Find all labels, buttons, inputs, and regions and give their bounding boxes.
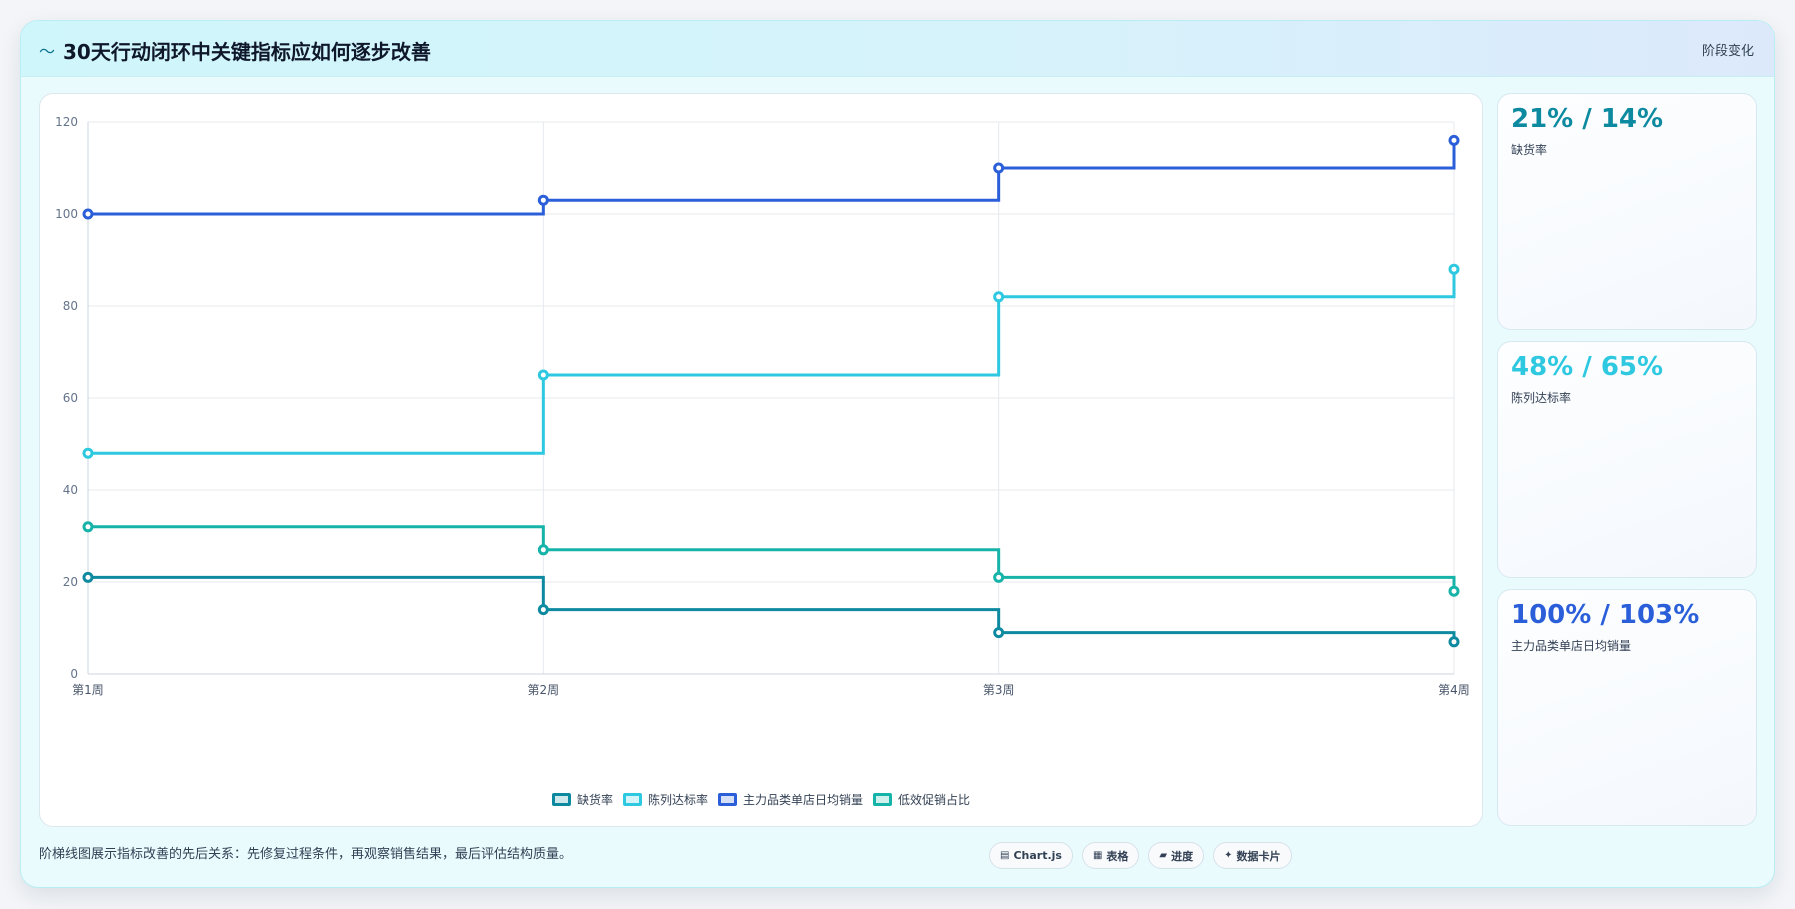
chart-legend: 缺货率 陈列达标率 主力品类单店日均销量 低效促销占比: [40, 791, 1482, 809]
data-point: [82, 208, 94, 220]
data-point: [1448, 263, 1460, 275]
dashboard-card: 〜 30天行动闭环中关键指标应如何逐步改善 阶段变化 0 20 40 60 80 100 1…: [20, 20, 1775, 888]
stat-label: 陈列达标率: [1511, 391, 1572, 405]
data-point: [537, 369, 549, 381]
x-tick-label: 第4周: [1438, 683, 1470, 697]
chip-progress[interactable]: ▰ 进度: [1148, 842, 1205, 869]
x-tick-label: 第3周: [983, 683, 1015, 697]
data-point: [82, 521, 94, 533]
table-icon: ▦: [1092, 850, 1103, 861]
stage-label: 阶段变化: [1701, 44, 1754, 59]
data-point: [993, 291, 1005, 303]
stat-card-daily-sales: 100% / 103% 主力品类单店日均销量: [1497, 589, 1757, 826]
x-tick-label: 第2周: [528, 683, 560, 697]
legend-swatch: [622, 793, 642, 806]
footer-note: 阶梯线图展示指标改善的先后关系：先修复过程条件，再观察销售结果，最后评估结构质量…: [39, 847, 573, 862]
y-tick-label: 60: [63, 391, 78, 405]
tech-chips: ▤ Chart.js ▦ 表格 ▰ 进度 ✦ 数据卡片: [989, 842, 1301, 869]
data-point: [993, 162, 1005, 174]
stat-card-stockout: 21% / 14% 缺货率: [1497, 93, 1757, 330]
legend-item[interactable]: 低效促销占比: [873, 791, 970, 808]
y-tick-label: 0: [70, 667, 78, 681]
stat-label: 主力品类单店日均销量: [1511, 639, 1632, 653]
legend-label: 低效促销占比: [898, 793, 971, 807]
legend-label: 陈列达标率: [647, 793, 708, 807]
series-line-0: [88, 575, 1456, 642]
data-point: [1448, 134, 1460, 146]
data-point: [1448, 585, 1460, 597]
stat-label: 缺货率: [1511, 143, 1548, 157]
legend-label: 缺货率: [576, 793, 613, 807]
data-point: [82, 571, 94, 583]
trend-icon: 〜: [39, 42, 56, 61]
data-point: [993, 627, 1005, 639]
chip-label: 数据卡片: [1236, 849, 1281, 863]
chip-label: 进度: [1171, 849, 1194, 863]
data-point: [993, 571, 1005, 583]
y-tick-label: 100: [55, 207, 78, 221]
stat-card-display-rate: 48% / 65% 陈列达标率: [1497, 341, 1757, 578]
chip-label: Chart.js: [1013, 849, 1062, 862]
chip-table[interactable]: ▦ 表格: [1081, 842, 1140, 869]
data-point: [537, 604, 549, 616]
series-line-1: [88, 269, 1456, 455]
x-tick-label: 第1周: [72, 683, 104, 697]
data-point: [82, 447, 94, 459]
legend-item[interactable]: 主力品类单店日均销量: [718, 791, 863, 808]
data-point: [537, 194, 549, 206]
y-tick-label: 120: [55, 115, 78, 129]
chip-label: 表格: [1106, 849, 1129, 863]
progress-icon: ▰: [1159, 850, 1168, 861]
legend-swatch: [551, 793, 571, 806]
y-tick-label: 80: [63, 299, 78, 313]
header: 〜 30天行动闭环中关键指标应如何逐步改善 阶段变化: [21, 21, 1774, 77]
legend-swatch: [718, 793, 737, 806]
series-line-3: [88, 525, 1456, 592]
legend-label: 主力品类单店日均销量: [743, 793, 864, 807]
y-tick-label: 20: [63, 575, 78, 589]
chart-icon: ▤: [1000, 850, 1010, 861]
legend-item[interactable]: 陈列达标率: [622, 791, 708, 808]
sparkle-icon: ✦: [1224, 850, 1233, 861]
y-tick-label: 40: [63, 483, 78, 497]
chip-data-card[interactable]: ✦ 数据卡片: [1213, 842, 1292, 869]
data-point: [1448, 636, 1460, 648]
legend-item[interactable]: 缺货率: [551, 791, 613, 808]
step-line-chart: 0 20 40 60 80 100 120 第1周 第2周 第3周 第4周: [55, 115, 1470, 697]
legend-swatch: [873, 793, 893, 806]
chip-chartjs[interactable]: ▤ Chart.js: [989, 842, 1073, 869]
stat-value: 48% / 65%: [1511, 352, 1664, 382]
chart-panel: 0 20 40 60 80 100 120 第1周 第2周 第3周 第4周 缺货率 陈列达标率 主力品类…: [39, 93, 1483, 827]
series-line-2: [88, 140, 1456, 216]
page-title: 30天行动闭环中关键指标应如何逐步改善: [63, 40, 431, 64]
data-point: [537, 544, 549, 556]
stat-value: 100% / 103%: [1511, 600, 1700, 630]
stat-value: 21% / 14%: [1511, 104, 1664, 134]
